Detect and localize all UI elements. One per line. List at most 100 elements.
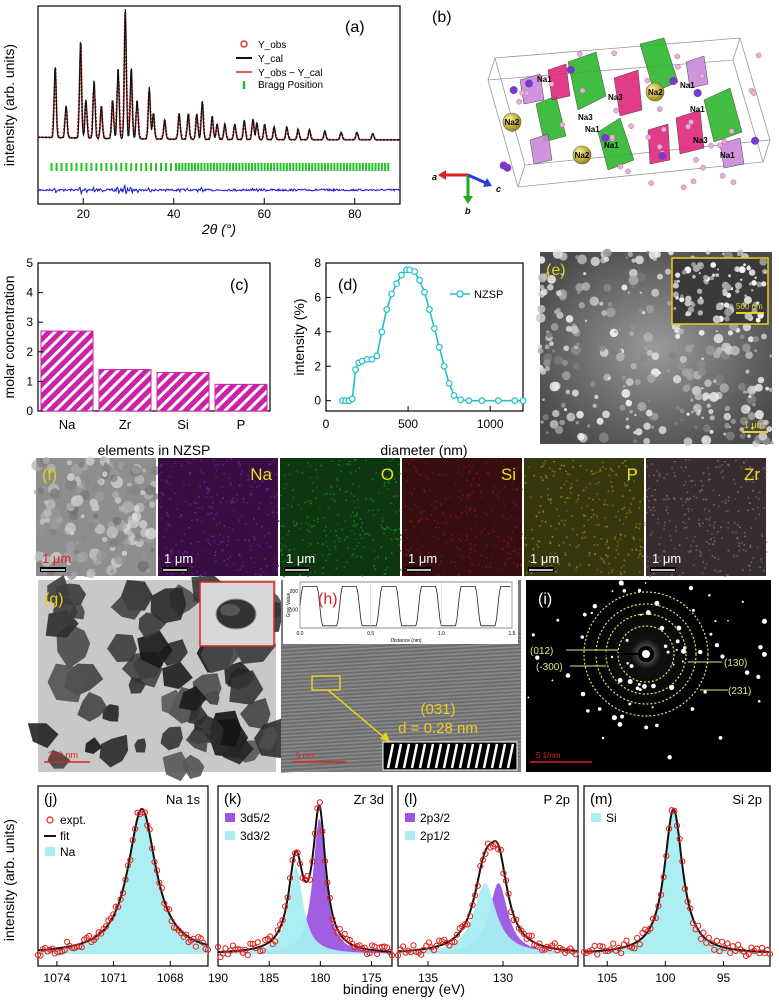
c-y-tick-label: 1 xyxy=(26,374,33,388)
site-label: Na1 xyxy=(690,105,705,114)
axis-b-label: b xyxy=(465,206,471,216)
xps-expt-point xyxy=(716,948,723,955)
diffraction-spot xyxy=(556,618,560,622)
xps-legend-label: 2p3/2 xyxy=(420,811,450,825)
xps-expt-point xyxy=(628,944,635,951)
xps-expt-point xyxy=(479,856,486,864)
diffraction-spot xyxy=(641,684,647,689)
xps-expt-point xyxy=(655,902,662,910)
xps-expt-point xyxy=(252,944,259,952)
site-label: Na1 xyxy=(680,81,695,90)
xps-expt-point xyxy=(359,945,366,952)
xps-expt-point xyxy=(418,951,425,958)
bar-zr xyxy=(98,369,152,412)
d-point xyxy=(411,268,419,276)
xps-expt-point xyxy=(657,891,665,898)
xps-expt-point xyxy=(665,825,673,832)
polyhedron xyxy=(647,123,671,165)
tem-particle xyxy=(185,730,208,753)
xps-expt-point xyxy=(451,938,458,945)
oxygen-atom xyxy=(721,138,728,145)
phosphorus-atom xyxy=(751,136,760,145)
diffraction-spot xyxy=(756,674,761,679)
d-points xyxy=(339,266,527,405)
eds-map-p: P 1 μm xyxy=(524,458,646,576)
xps-expt-point xyxy=(671,807,678,814)
gray-profile-curve xyxy=(299,586,511,627)
xps-expt-point xyxy=(244,952,251,959)
eds-scalebar-label: 1 μm xyxy=(652,551,681,566)
oxygen-atom xyxy=(693,157,699,163)
tem-particle xyxy=(77,691,108,722)
oxygen-atom xyxy=(625,168,631,175)
xps-expt-point xyxy=(291,850,299,857)
axis-c-label: c xyxy=(496,184,501,194)
phosphorus-atom xyxy=(566,65,575,74)
xps-expt-point xyxy=(652,914,659,922)
xps-expt-point xyxy=(204,946,212,953)
xps-expt-point xyxy=(724,940,731,947)
xps-expt-point xyxy=(766,951,774,958)
phosphorus-atom xyxy=(601,133,610,142)
xps-expt-point xyxy=(166,906,173,913)
tem-particle xyxy=(134,738,147,753)
xps-x-tick-label: 1068 xyxy=(157,971,184,985)
site-label: Na1 xyxy=(585,125,600,134)
xps-expt-point xyxy=(510,916,517,924)
site-label: Na1 xyxy=(720,151,735,160)
panel-d: (d) 0 500 1000 0 2 4 6 8 NZSP intensity (%) dia… xyxy=(291,256,527,458)
d-point xyxy=(445,380,453,387)
diffraction-spot xyxy=(698,649,703,655)
d-point xyxy=(430,324,438,332)
polyhedron xyxy=(547,63,571,101)
d-x-tick-label: 1000 xyxy=(477,417,504,431)
xps-expt-point xyxy=(676,835,683,843)
xps-expt-point xyxy=(668,807,675,814)
d-point xyxy=(494,397,502,405)
xps-expt-point xyxy=(513,916,520,923)
oxygen-atom xyxy=(675,64,681,70)
xps-x-tick-label: 135 xyxy=(418,971,438,985)
d-point xyxy=(378,328,386,336)
xps-expt-point xyxy=(141,809,148,816)
profile-x-tick: 1.0 xyxy=(438,631,445,637)
c-y-tick-label: 4 xyxy=(26,286,33,300)
tem-particle xyxy=(107,633,138,662)
xps-expt-point xyxy=(599,943,606,950)
xps-expt-point xyxy=(495,846,502,853)
d-point xyxy=(457,396,465,404)
xps-expt-point xyxy=(93,934,100,941)
fft-region-box xyxy=(311,675,341,691)
xps-expt-point xyxy=(254,939,261,946)
xps-x-tick-label: 1074 xyxy=(44,971,71,985)
c-y-axis-label: molar concentration xyxy=(1,276,17,399)
xps-expt-point xyxy=(508,908,515,916)
d-point xyxy=(465,397,473,405)
xps-legend-label: Na xyxy=(60,845,76,859)
site-label: Na3 xyxy=(578,113,593,122)
xps-expt-point xyxy=(85,932,93,940)
legend-diff-label: Y_obs − Y_cal xyxy=(258,68,323,79)
xps-expt-point xyxy=(234,946,241,953)
d-y-tick-label: 8 xyxy=(314,256,321,270)
phosphorus-atom xyxy=(509,86,518,95)
profile-x-tick: 1.5 xyxy=(509,631,516,637)
xps-panel-label: (j) xyxy=(44,791,57,808)
oxygen-atom xyxy=(719,172,726,179)
xps-expt-point xyxy=(309,858,316,865)
eds-map-na: Na 1 μm xyxy=(158,458,280,577)
oxygen-atom xyxy=(609,134,616,141)
xps-x-tick-label: 190 xyxy=(208,971,228,985)
diffraction-spot xyxy=(527,696,530,699)
xps-expt-point xyxy=(316,799,324,806)
xps-expt-point xyxy=(119,889,127,897)
diffraction-spot xyxy=(667,755,672,760)
eds-scalebar-label: 1 μm xyxy=(530,551,559,566)
profile-y-tick: 200 xyxy=(290,589,299,595)
profile-x-tick: 0.0 xyxy=(297,631,304,637)
xps-expt-point xyxy=(618,950,625,957)
xps-expt-point xyxy=(623,937,630,944)
xps-legend-label: 3d5/2 xyxy=(240,811,270,825)
eds-map-sem: (f) 1 μm xyxy=(31,456,160,580)
